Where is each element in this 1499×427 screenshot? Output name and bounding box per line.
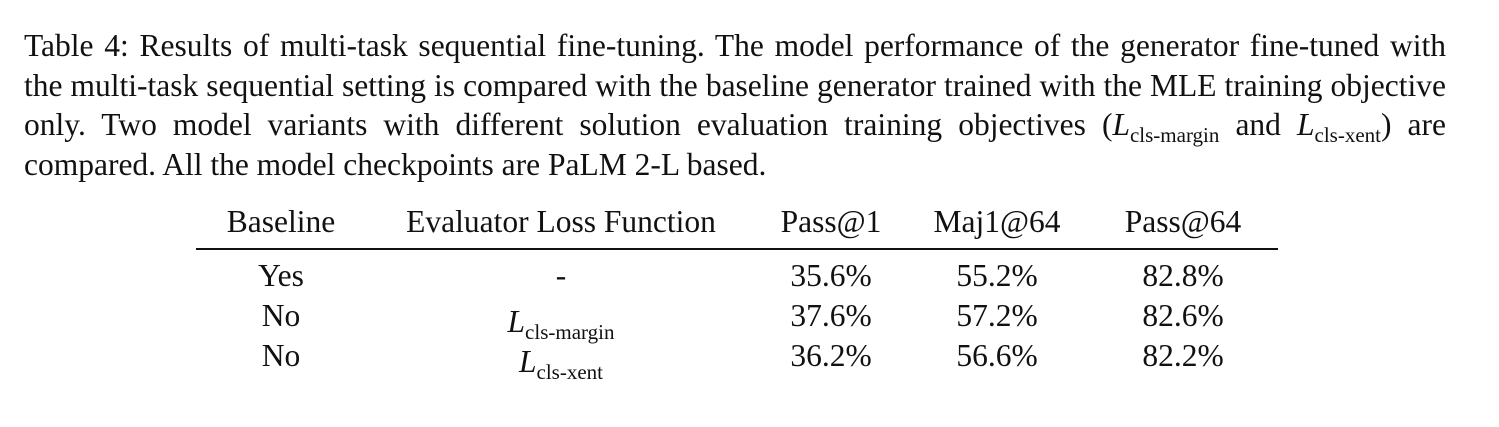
math-l-cls-xent: Lcls-xent — [518, 344, 603, 383]
cell-pass1: 37.6% — [790, 298, 872, 333]
math-subscript: cls-xent — [1314, 123, 1381, 147]
math-symbol: L — [507, 304, 526, 339]
header-pass1: Pass@1 — [780, 204, 882, 239]
table-row: Yes - 35.6% 55.2% 82.8% — [196, 249, 1278, 296]
table-row: No Lcls-margin 37.6% 57.2% 82.6% — [196, 296, 1278, 343]
math-l-cls-xent: Lcls-xent — [1296, 107, 1381, 146]
caption-text-1: Results of multi-task sequential fine-tu… — [24, 28, 1446, 142]
header-pass64: Pass@64 — [1124, 204, 1242, 239]
caption-text-3: ) are compared. All the model checkpoint… — [24, 107, 1446, 182]
caption-text-2: and — [1219, 107, 1297, 142]
cell-pass64: 82.8% — [1142, 258, 1224, 293]
header-baseline: Baseline — [226, 204, 336, 239]
table-caption: Table 4: Results of multi-task sequentia… — [24, 26, 1446, 184]
math-symbol: L — [518, 344, 537, 379]
cell-loss: - — [366, 249, 756, 296]
table-header-row: Baseline Evaluator Loss Function Pass@1 … — [196, 196, 1278, 249]
math-subscript: cls-margin — [1129, 123, 1220, 147]
cell-pass64: 82.2% — [1142, 338, 1224, 373]
math-symbol: L — [1296, 107, 1315, 142]
math-subscript: cls-xent — [536, 360, 603, 384]
header-maj1-64: Maj1@64 — [933, 204, 1061, 239]
results-table-container: Baseline Evaluator Loss Function Pass@1 … — [196, 196, 1278, 383]
cell-pass1: 36.2% — [790, 338, 872, 373]
cell-baseline: No — [261, 338, 301, 373]
math-subscript: cls-margin — [525, 320, 615, 344]
cell-maj64: 56.6% — [956, 338, 1038, 373]
cell-maj64: 55.2% — [956, 258, 1038, 293]
table-label: Table 4: — [24, 28, 129, 63]
results-table: Baseline Evaluator Loss Function Pass@1 … — [196, 196, 1278, 383]
cell-baseline: No — [261, 298, 301, 333]
math-l-cls-margin: Lcls-margin — [1112, 107, 1219, 146]
table-row: No Lcls-xent 36.2% 56.6% 82.2% — [196, 336, 1278, 383]
math-symbol: L — [1112, 107, 1130, 142]
cell-loss: Lcls-margin — [366, 296, 756, 343]
cell-pass64: 82.6% — [1142, 298, 1224, 333]
cell-pass1: 35.6% — [790, 258, 872, 293]
cell-loss: Lcls-xent — [366, 336, 756, 383]
math-l-cls-margin: Lcls-margin — [507, 304, 615, 343]
header-evaluator-loss: Evaluator Loss Function — [406, 204, 716, 239]
cell-loss-text: - — [555, 258, 567, 293]
cell-baseline: Yes — [258, 258, 304, 293]
cell-maj64: 57.2% — [956, 298, 1038, 333]
